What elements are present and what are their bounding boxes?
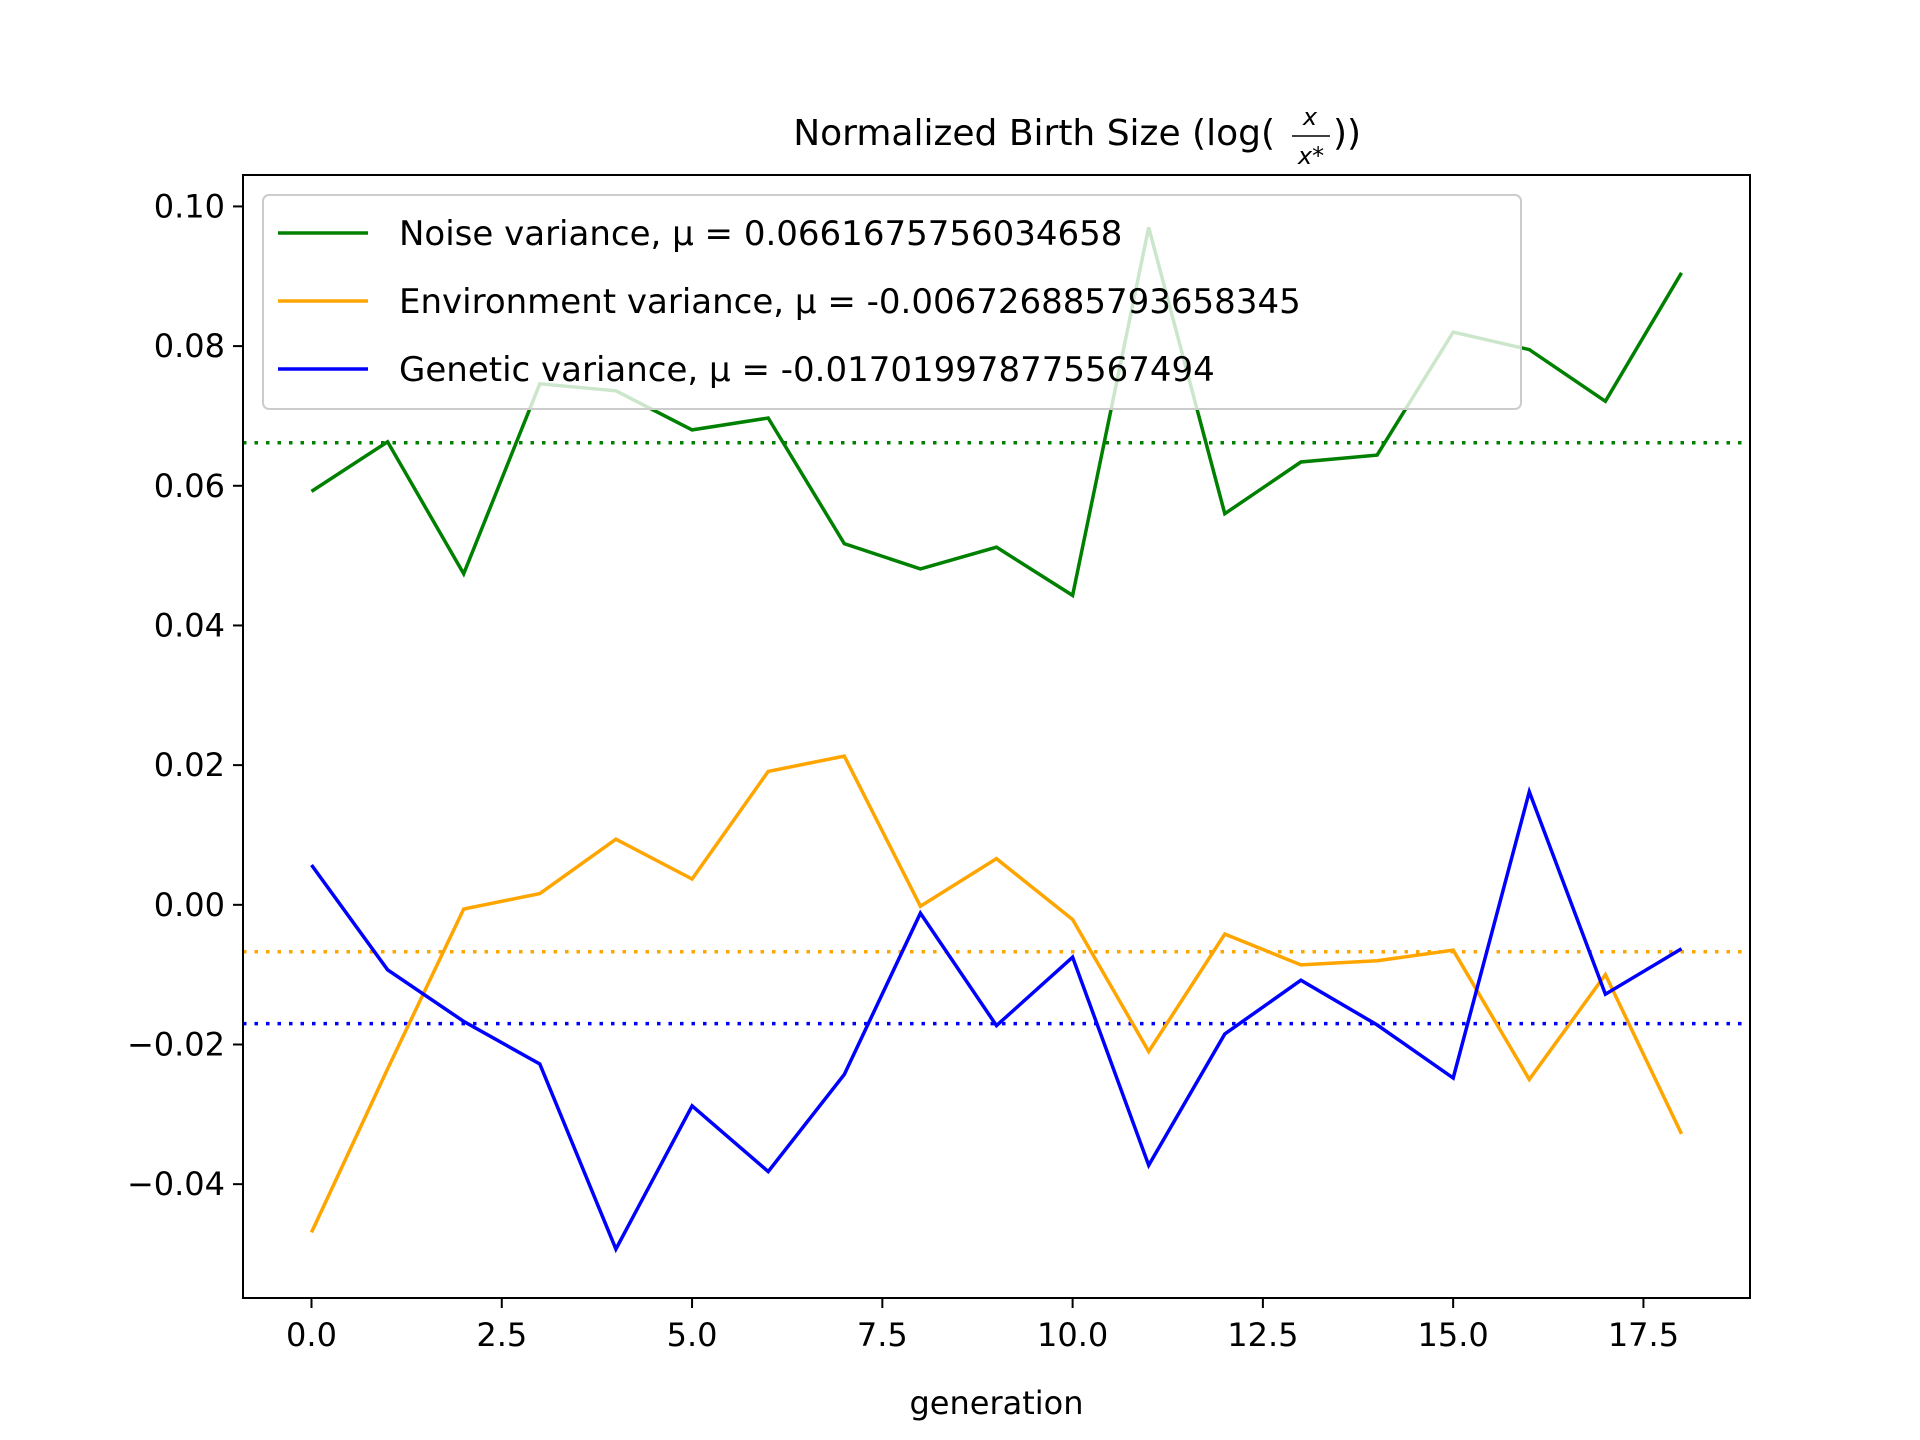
legend-box <box>262 194 1522 410</box>
x-tick-label: 10.0 <box>1037 1316 1108 1354</box>
series-line-1 <box>309 754 1684 1234</box>
y-tick-label: 0.00 <box>154 886 225 924</box>
chart-title: Normalized Birth Size (log( x x* )) <box>793 103 1361 170</box>
x-axis-label: generation <box>909 1384 1083 1422</box>
x-tick-label: 15.0 <box>1418 1316 1489 1354</box>
legend-label-2: Genetic variance, μ = -0.017019978775567… <box>399 350 1215 390</box>
plot-frame <box>242 174 1751 1299</box>
chart-title-text: Normalized Birth Size (log( <box>793 113 1275 154</box>
x-axis-ticks: 0.0 2.5 5.0 7.5 10.0 12.5 15.0 17.5 <box>286 1298 1679 1354</box>
x-tick-label: 7.5 <box>857 1316 908 1354</box>
chart-title-fraction-denominator: x* <box>1297 142 1324 170</box>
y-tick-label: −0.04 <box>127 1165 225 1203</box>
y-tick-label: 0.08 <box>154 327 225 365</box>
x-tick-label: 5.0 <box>667 1316 718 1354</box>
y-tick-label: −0.02 <box>127 1025 225 1063</box>
chart-title-closing: )) <box>1333 113 1361 154</box>
x-tick-label: 0.0 <box>286 1316 337 1354</box>
x-tick-label: 17.5 <box>1608 1316 1679 1354</box>
y-tick-label: 0.02 <box>154 746 225 784</box>
legend-label-1: Environment variance, μ = -0.00672688579… <box>399 282 1301 322</box>
legend: Noise variance, μ = 0.0661675756034658 En… <box>262 194 1522 410</box>
mean-lines <box>243 440 1750 1026</box>
series-line-2 <box>310 785 1683 1254</box>
chart-title-fraction-numerator: x <box>1302 103 1318 131</box>
x-tick-label: 2.5 <box>476 1316 527 1354</box>
y-tick-label: 0.06 <box>154 467 225 505</box>
x-tick-label: 12.5 <box>1227 1316 1298 1354</box>
y-axis-ticks: −0.04 −0.02 0.00 0.02 0.04 0.06 0.08 0.10 <box>127 187 243 1203</box>
y-tick-label: 0.10 <box>154 187 225 225</box>
y-tick-label: 0.04 <box>154 606 225 644</box>
legend-label-0: Noise variance, μ = 0.0661675756034658 <box>399 214 1122 254</box>
